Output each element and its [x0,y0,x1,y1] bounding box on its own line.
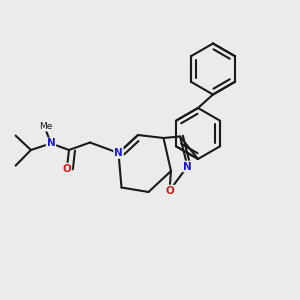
Text: N: N [183,161,192,172]
Text: N: N [114,148,123,158]
Text: Me: Me [39,122,52,131]
Text: N: N [46,138,56,148]
Text: O: O [62,164,71,174]
Text: O: O [165,185,174,196]
